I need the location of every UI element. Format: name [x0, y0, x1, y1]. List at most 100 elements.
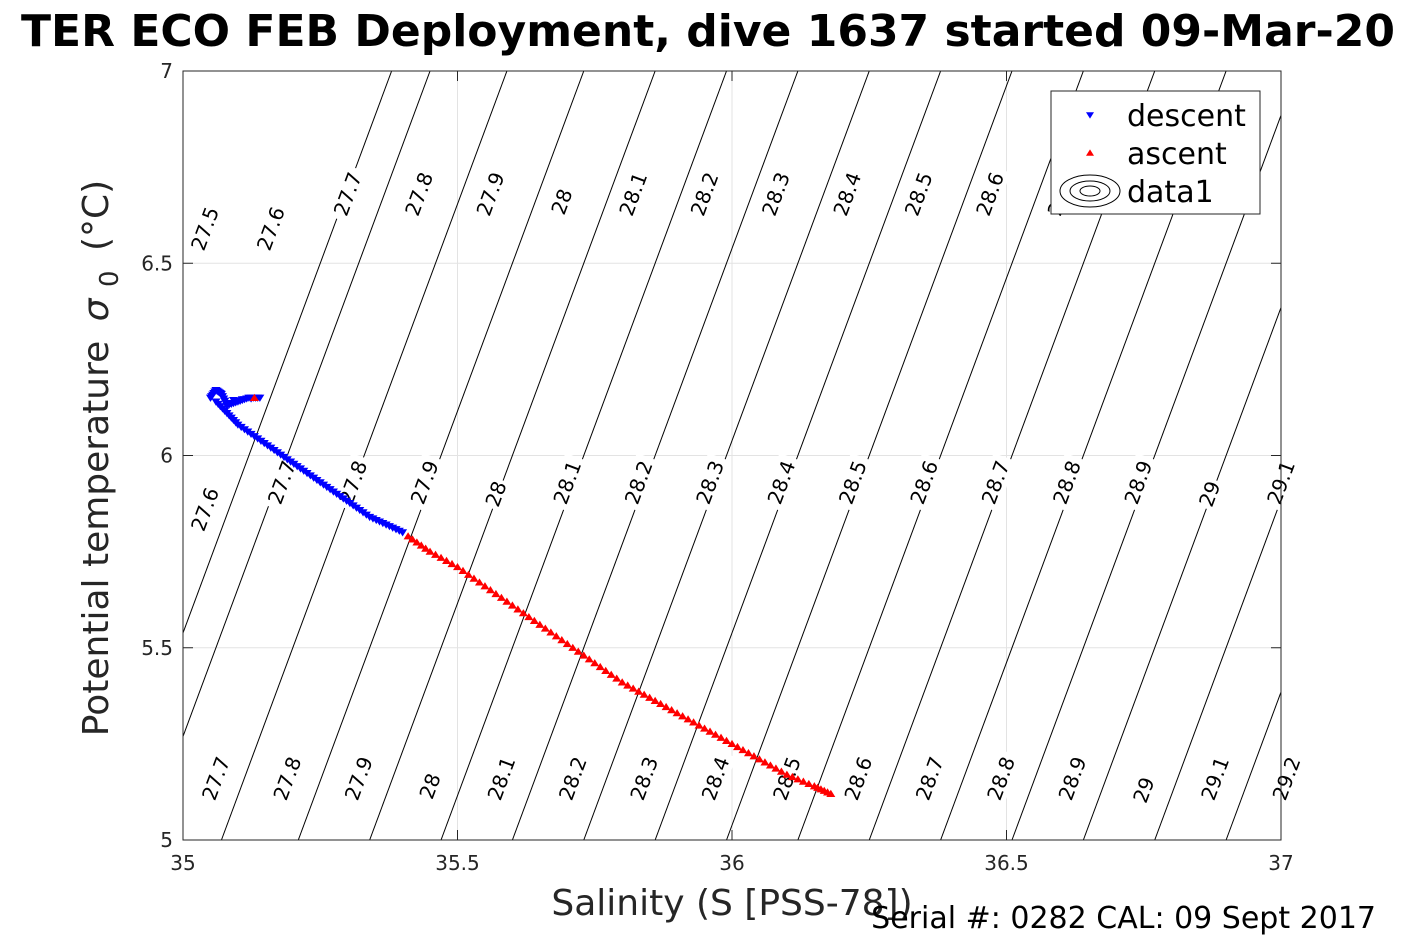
data-point — [727, 739, 737, 748]
legend-contour-swatch — [1079, 185, 1101, 197]
data-point — [732, 742, 742, 751]
legend-marker — [1086, 149, 1094, 156]
legend-box — [1050, 90, 1261, 215]
contour-label-bg — [327, 164, 369, 224]
isopycnal-line — [583, 71, 870, 840]
data-point — [672, 709, 682, 717]
contour-label-bg — [755, 164, 797, 224]
data-point — [782, 770, 792, 778]
legend-item-ascent[interactable]: ascent — [1086, 137, 1227, 172]
data-point — [639, 690, 649, 698]
data-point — [645, 693, 655, 701]
y-axis-label-subscript: 0 — [95, 270, 125, 287]
data-point — [469, 574, 479, 582]
data-point — [540, 624, 550, 632]
data-point — [431, 550, 441, 558]
data-point — [798, 777, 808, 785]
contour-label-bg — [623, 748, 665, 808]
contour-label-bg — [903, 452, 945, 512]
data-point — [436, 553, 446, 561]
data-point — [650, 696, 660, 704]
data-point — [407, 535, 417, 543]
data-point — [656, 699, 666, 708]
contour-label-bg — [184, 199, 226, 259]
data-point — [474, 578, 484, 586]
contour-label-bg — [683, 164, 726, 224]
contour-label-bg — [552, 748, 594, 808]
data-point — [398, 529, 408, 537]
contour-label-bg — [1127, 771, 1161, 809]
data-point — [617, 678, 627, 686]
data-point — [496, 593, 506, 601]
data-point — [623, 681, 633, 689]
y-axis-ticks: 5 5.5 6 6.5 7 — [141, 59, 1281, 852]
legend-item-data1[interactable]: data1 — [1059, 174, 1214, 210]
contour-label-bg — [612, 164, 654, 224]
data-point — [458, 566, 468, 574]
data-point — [689, 718, 699, 726]
chart-title: TER ECO FEB Deployment, dive 1637 starte… — [21, 6, 1395, 57]
contour-label-bg — [1265, 748, 1308, 808]
data-point — [694, 721, 704, 729]
density-contour-labels: 27.7 27.8 27.9 28 28.1 28.2 28.3 28.4 28.5 28.6 28… — [184, 164, 1308, 809]
data-point — [447, 559, 457, 568]
data-point — [749, 752, 759, 760]
contour-label-bg — [974, 452, 1017, 512]
data-point — [416, 541, 426, 549]
serial-cal-footer: Serial #: 0282 CAL: 09 Sept 2017 — [871, 901, 1376, 936]
y-tick-label: 5.5 — [141, 636, 173, 660]
data-point — [249, 393, 259, 401]
contour-label-bg — [969, 164, 1011, 224]
legend-marker — [1086, 112, 1094, 119]
legend-label: ascent — [1127, 137, 1227, 172]
data-point — [601, 666, 611, 674]
data-point — [535, 620, 545, 628]
data-point — [705, 727, 715, 735]
contour-label-bg — [694, 748, 737, 808]
data-point — [507, 601, 517, 609]
contour-label-bg — [826, 164, 868, 224]
contour-label-bg — [766, 748, 808, 808]
contour-label-bg — [908, 748, 951, 808]
data-point — [804, 779, 814, 788]
contour-label-bg — [1193, 475, 1227, 513]
data-point — [229, 396, 239, 405]
series-descent — [205, 386, 408, 537]
y-tick-label: 6.5 — [141, 251, 173, 275]
x-tick-label: 36 — [719, 851, 744, 875]
data-point — [551, 632, 561, 640]
data-point — [502, 597, 512, 605]
data-point — [584, 655, 594, 663]
data-point — [463, 570, 473, 578]
data-point — [743, 749, 753, 757]
data-point — [529, 616, 539, 624]
contour-label-bg — [832, 452, 874, 512]
data-point — [754, 755, 764, 763]
data-point — [485, 586, 495, 594]
contour-label-bg — [546, 452, 588, 512]
contour-label-bg — [261, 452, 303, 512]
contour-label-bg — [250, 199, 292, 259]
legend-item-descent[interactable]: descent — [1086, 99, 1246, 134]
contour-label-bg — [898, 164, 940, 224]
data-point — [771, 764, 781, 772]
legend-contour-swatch — [1059, 174, 1121, 208]
isopycnal-line — [1225, 690, 1281, 840]
data-point — [793, 775, 803, 783]
contour-label-bg — [398, 164, 440, 224]
contour-label-bg — [195, 748, 237, 808]
contour-label-bg — [1046, 452, 1088, 512]
contour-label-bg — [480, 748, 523, 808]
contour-label-bg — [413, 767, 447, 805]
data-point — [453, 562, 462, 571]
data-point — [412, 538, 422, 546]
isopycnal-line — [297, 71, 585, 840]
y-tick-label: 7 — [160, 59, 173, 83]
data-point — [606, 670, 616, 678]
y-tick-label: 6 — [160, 444, 173, 468]
data-point — [579, 651, 589, 659]
y-axis-label: Potential temperature σ 0 (°C) — [76, 180, 127, 736]
isopycnal-line — [511, 71, 799, 840]
